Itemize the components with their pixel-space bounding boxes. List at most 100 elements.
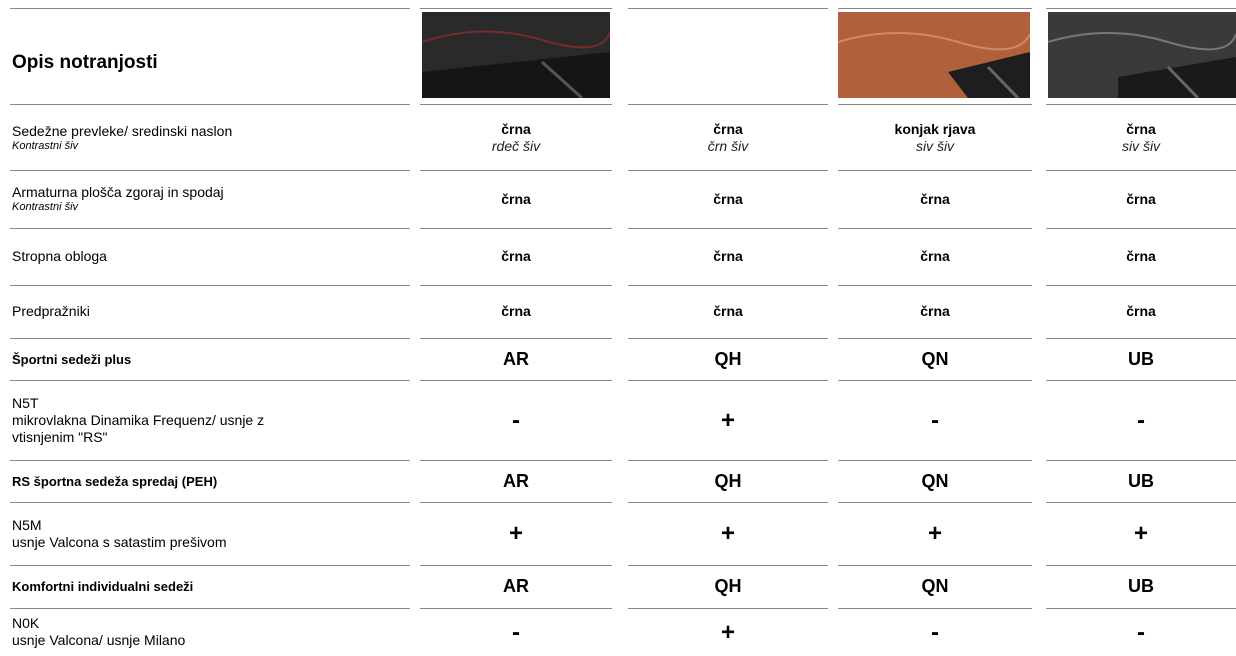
rule <box>1046 608 1236 609</box>
label-line: Stropna obloga <box>12 248 107 264</box>
rule <box>10 338 410 339</box>
cell-value: QN <box>921 576 949 596</box>
rule <box>420 380 612 381</box>
cell-value: črna <box>501 248 531 264</box>
cell-value: - <box>512 406 520 434</box>
rule <box>838 460 1032 461</box>
label-line: N5M <box>12 516 42 533</box>
cell-sub: rdeč šiv <box>491 138 541 154</box>
rule <box>1046 170 1236 171</box>
cell-value: črna <box>501 190 531 207</box>
cell: UB <box>1046 460 1236 502</box>
cell-sub: črn šiv <box>707 138 749 154</box>
cell: - <box>420 380 612 460</box>
cell-value: črna <box>920 303 950 319</box>
rule <box>1046 380 1236 381</box>
rule <box>10 380 410 381</box>
cell-value: UB <box>1128 576 1154 596</box>
cell: + <box>838 502 1032 565</box>
rule <box>1046 460 1236 461</box>
label-sub: Kontrastni šiv <box>12 201 79 213</box>
label-line: Sedežne prevleke/ sredinski naslon <box>12 123 233 139</box>
cell: črna rdeč šiv <box>420 106 612 170</box>
rule <box>1046 104 1236 105</box>
rule <box>420 8 612 9</box>
cell: - <box>1046 380 1236 460</box>
rule <box>10 608 410 609</box>
cell: UB <box>1046 565 1236 608</box>
swatch-black-red <box>422 12 610 98</box>
cell-value: + <box>508 520 523 547</box>
cell: + <box>628 380 828 460</box>
rule <box>420 460 612 461</box>
rule <box>420 228 612 229</box>
cell-value: - <box>931 618 939 646</box>
cell-value: - <box>1137 618 1145 646</box>
rule <box>838 338 1032 339</box>
row-label: Predpražniki <box>12 285 410 338</box>
cell-value: črna <box>713 248 743 264</box>
cell-value: + <box>720 618 735 646</box>
cell-value: QH <box>714 348 742 369</box>
cell-value: konjak rjava <box>894 121 976 137</box>
label-line: mikrovlakna Dinamika Frequenz/ usnje z <box>12 411 265 428</box>
label-line: RS športna sedeža spredaj (PEH) <box>12 473 218 489</box>
rule <box>420 104 612 105</box>
rule <box>628 380 828 381</box>
cell-value: črna <box>920 190 950 207</box>
cell-value: črna <box>713 121 743 137</box>
cell-value: QN <box>921 470 949 491</box>
cell: črna <box>420 228 612 285</box>
cell: - <box>838 380 1032 460</box>
rule <box>838 565 1032 566</box>
swatch-black-grey <box>1048 12 1236 98</box>
cell: črna <box>1046 228 1236 285</box>
rule <box>10 502 410 503</box>
cell: QN <box>838 460 1032 502</box>
cell-value: črna <box>713 190 743 207</box>
rule <box>838 502 1032 503</box>
cell-value: + <box>720 520 735 547</box>
label-line: N0K <box>12 615 40 631</box>
label-line: Armaturna plošča zgoraj in spodaj <box>12 184 224 200</box>
cell-value: črna <box>1126 190 1156 207</box>
rule <box>10 565 410 566</box>
cell: črna <box>420 285 612 338</box>
rule <box>838 104 1032 105</box>
cell: črna <box>628 170 828 228</box>
cell: črna <box>838 285 1032 338</box>
cell: AR <box>420 565 612 608</box>
cell: konjak rjava siv šiv <box>838 106 1032 170</box>
label-line: Predpražniki <box>12 303 90 319</box>
rule <box>10 228 410 229</box>
cell-value: + <box>927 520 942 547</box>
cell: + <box>420 502 612 565</box>
cell-value: QN <box>921 348 949 369</box>
cell-value: QH <box>714 470 742 491</box>
cell-value: črna <box>501 121 531 137</box>
cell-sub: siv šiv <box>1121 138 1161 154</box>
rule <box>10 285 410 286</box>
cell-value: - <box>512 618 520 646</box>
rule <box>1046 565 1236 566</box>
cell-value: + <box>1133 520 1148 547</box>
rule <box>628 104 828 105</box>
cell: črna črn šiv <box>628 106 828 170</box>
rule <box>1046 285 1236 286</box>
label-line: Komfortni individualni sedeži <box>12 579 194 594</box>
cell: AR <box>420 460 612 502</box>
rule <box>420 608 612 609</box>
rule <box>420 338 612 339</box>
rule <box>628 285 828 286</box>
row-label: Armaturna plošča zgoraj in spodaj Kontras… <box>12 170 410 228</box>
label-line: Športni sedeži plus <box>12 351 132 367</box>
cell: - <box>1046 608 1236 656</box>
title: Opis notranjosti <box>12 52 158 73</box>
rule <box>628 565 828 566</box>
label-line: N5T <box>12 394 39 411</box>
rule <box>1046 8 1236 9</box>
cell: črna <box>420 170 612 228</box>
cell: črna <box>838 170 1032 228</box>
cell-value: črna <box>920 248 950 264</box>
